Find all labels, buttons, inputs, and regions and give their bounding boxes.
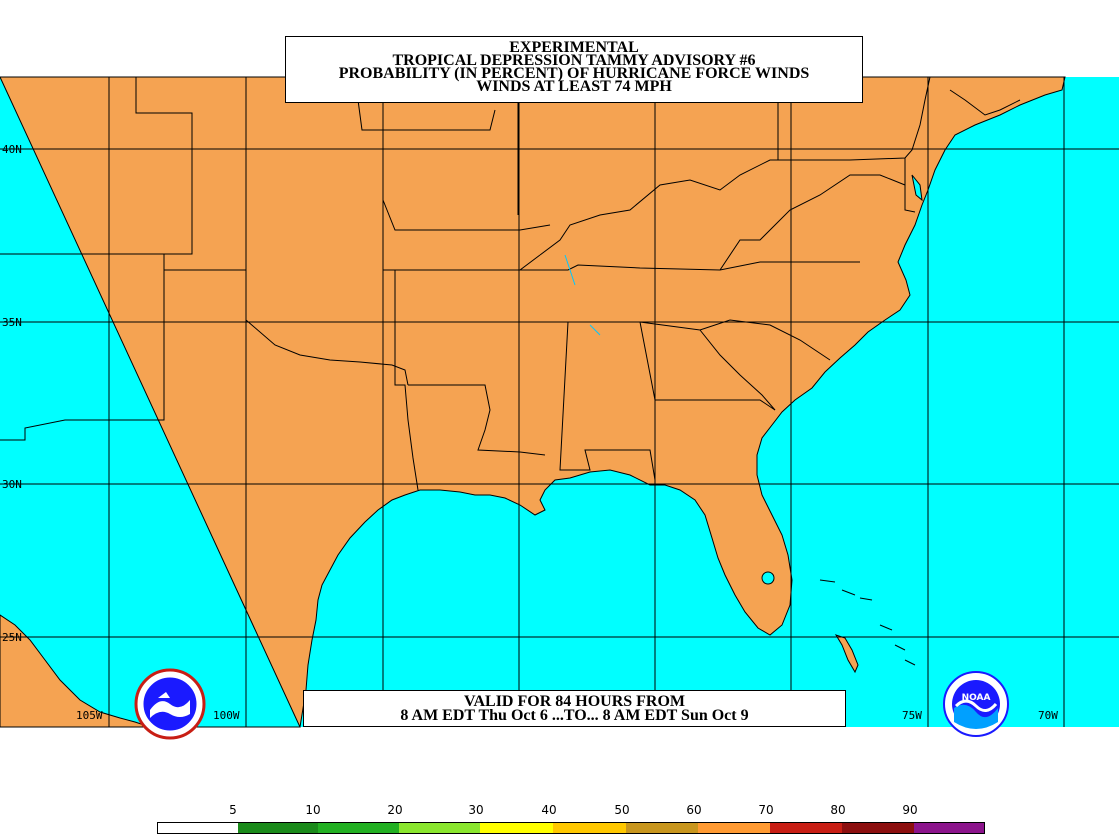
legend-label-80: 80 [830,803,846,817]
lon-label-105w: 105W [76,709,103,722]
legend-swatch-9 [842,823,914,833]
title-line-2: TROPICAL DEPRESSION TAMMY ADVISORY #6 [392,52,756,69]
chesapeake-bay [911,174,923,202]
legend-label-50: 50 [614,803,630,817]
valid-line-1: VALID FOR 84 HOURS FROM [463,693,686,710]
legend-swatch-1 [238,823,318,833]
legend-label-90: 90 [902,803,918,817]
noaa-logo-text: NOAA [962,693,991,703]
legend-swatch-7 [698,823,770,833]
lat-label-35n: 35N [2,316,22,329]
lon-label-100w: 100W [213,709,240,722]
legend-swatch-2 [318,823,399,833]
lat-label-30n: 30N [2,478,22,491]
legend-swatch-3 [399,823,480,833]
title-line-3: PROBABILITY (IN PERCENT) OF HURRICANE FO… [338,65,810,82]
cuba-bahamas [834,634,859,674]
state-boundaries [0,76,1021,491]
legend-swatch-0 [158,823,238,833]
legend-label-20: 20 [387,803,403,817]
legend-swatch-10 [914,823,984,833]
legend-label-10: 10 [305,803,321,817]
nws-logo [134,668,206,740]
legend-swatch-6 [626,823,698,833]
legend-swatch-4 [480,823,553,833]
island [819,579,916,666]
lat-label-40n: 40N [2,143,22,156]
legend-label-5: 5 [229,803,237,817]
land-mass [0,76,1066,728]
lon-label-70w: 70W [1038,709,1058,722]
valid-line-2: 8 AM EDT Thu Oct 6 ...TO... 8 AM EDT Sun… [400,707,749,724]
lat-label-25n: 25N [2,631,22,644]
legend-label-30: 30 [468,803,484,817]
lon-label-75w: 75W [902,709,922,722]
valid-period: VALID FOR 84 HOURS FROM 8 AM EDT Thu Oct… [303,690,846,727]
title-line-4: WINDS AT LEAST 74 MPH [476,78,672,95]
title-line-1: EXPERIMENTAL [509,39,639,56]
noaa-logo: NOAA [943,671,1009,737]
legend-label-60: 60 [686,803,702,817]
legend-swatch-5 [553,823,626,833]
legend-color-bar [157,822,985,834]
legend-swatch-8 [770,823,842,833]
map-title: EXPERIMENTAL TROPICAL DEPRESSION TAMMY A… [285,36,863,103]
rivers [564,254,601,336]
legend-label-40: 40 [541,803,557,817]
latitude-grid [0,148,1119,638]
lake-okeechobee [761,571,775,585]
legend-label-70: 70 [758,803,774,817]
